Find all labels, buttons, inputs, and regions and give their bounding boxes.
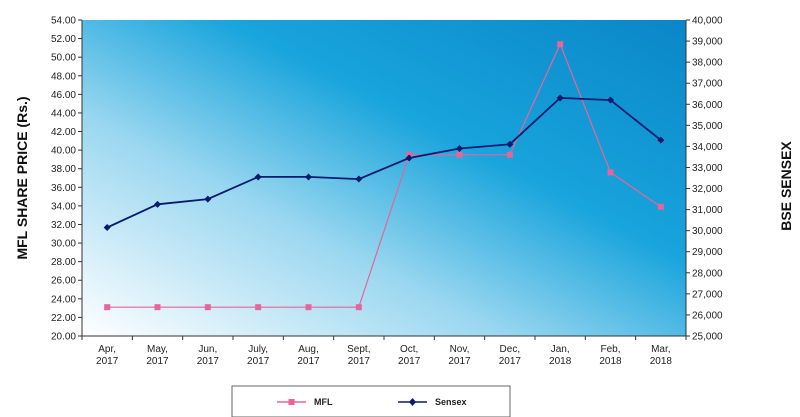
x-axis-ticks: Apr,2017May,2017Jun,2017July,2017Aug,201…: [81, 336, 687, 367]
x-tick-label: 2017: [499, 356, 522, 367]
x-tick-label: Aug,: [298, 344, 319, 355]
left-tick-label: 26.00: [51, 276, 76, 287]
left-tick-label: 32.00: [51, 220, 76, 231]
x-tick-label: Apr,: [98, 344, 116, 355]
point-mfl: [104, 304, 111, 311]
x-tick-label: 2017: [197, 356, 220, 367]
left-tick-label: 28.00: [51, 257, 76, 268]
x-tick-label: 2018: [549, 356, 572, 367]
series-points: [103, 41, 665, 311]
point-sensex: [456, 145, 463, 153]
left-tick-label: 48.00: [51, 71, 76, 82]
left-tick-label: 30.00: [51, 239, 76, 250]
legend-marker-mfl: [288, 399, 295, 405]
right-tick-label: 36,000: [692, 100, 723, 111]
right-tick-label: 34,000: [692, 142, 723, 153]
left-tick-label: 50.00: [51, 53, 76, 64]
x-tick-label: 2017: [146, 356, 169, 367]
x-tick-label: 2017: [348, 356, 371, 367]
point-sensex: [556, 94, 564, 102]
legend-box: [231, 385, 511, 417]
point-sensex: [355, 175, 363, 183]
x-tick-label: 2017: [448, 356, 471, 367]
left-axis-title: MFL SHARE PRICE (Rs.): [14, 96, 30, 259]
point-mfl: [305, 304, 312, 311]
x-tick-label: 2018: [650, 356, 673, 367]
right-tick-label: 25,000: [692, 332, 723, 343]
series-line-mfl: [107, 42, 662, 308]
legend-label-sensex: Sensex: [435, 397, 467, 407]
point-mfl: [154, 304, 161, 311]
left-tick-label: 34.00: [51, 201, 76, 212]
point-mfl: [557, 41, 564, 48]
left-tick-label: 40.00: [51, 146, 76, 157]
point-sensex: [506, 140, 514, 148]
left-axis-ticks: 20.00 22.00 24.00 26.00 28.00 30.00 32.00 34.00…: [51, 16, 82, 343]
x-tick-label: 2017: [247, 356, 270, 367]
point-mfl: [506, 151, 513, 158]
left-tick-label: 54.00: [51, 16, 76, 27]
left-tick-label: 46.00: [51, 90, 76, 101]
x-tick-label: Mar,: [651, 344, 670, 355]
x-tick-label: 2017: [96, 356, 119, 367]
x-tick-label: Jan,: [551, 344, 570, 355]
x-tick-label: 2018: [599, 356, 622, 367]
left-tick-label: 20.00: [51, 332, 76, 343]
right-tick-label: 32,000: [692, 184, 723, 195]
x-tick-label: Feb,: [600, 344, 620, 355]
left-tick-label: 24.00: [51, 294, 76, 305]
right-tick-label: 30,000: [692, 226, 723, 237]
point-sensex: [254, 173, 262, 181]
point-mfl: [204, 304, 211, 311]
point-sensex: [305, 173, 312, 181]
legend: MFL Sensex: [231, 385, 511, 417]
left-tick-label: 44.00: [51, 108, 76, 119]
left-tick-label: 42.00: [51, 127, 76, 138]
x-tick-label: May,: [147, 344, 168, 355]
x-tick-label: Dec,: [500, 344, 521, 355]
right-axis-ticks: 25,000 26,000 27,000 28,000 29,000 30,000 31,0…: [686, 16, 723, 343]
right-tick-label: 27,000: [692, 289, 723, 300]
legend-label-mfl: MFL: [314, 397, 333, 407]
left-tick-label: 52.00: [51, 34, 76, 45]
right-tick-label: 29,000: [692, 247, 723, 258]
point-mfl: [657, 203, 664, 210]
right-tick-label: 37,000: [692, 79, 723, 90]
right-axis-title: BSE SENSEX: [778, 141, 794, 231]
x-tick-label: 2017: [398, 356, 421, 367]
right-tick-label: 35,000: [692, 121, 723, 132]
point-sensex: [657, 136, 665, 144]
series-line-sensex: [106, 96, 662, 229]
point-sensex: [204, 195, 212, 203]
right-tick-label: 26,000: [692, 310, 723, 321]
x-tick-label: 2017: [297, 356, 320, 367]
x-tick-label: July,: [248, 344, 268, 355]
point-sensex: [405, 154, 413, 162]
x-tick-label: Oct,: [400, 344, 418, 355]
right-tick-label: 38,000: [692, 58, 723, 69]
point-sensex: [154, 200, 161, 208]
x-tick-label: Jun,: [198, 344, 217, 355]
point-mfl: [255, 304, 262, 311]
right-tick-label: 39,000: [692, 37, 723, 48]
series-lines: [106, 42, 662, 308]
right-tick-label: 31,000: [692, 205, 723, 216]
left-tick-label: 38.00: [51, 164, 76, 175]
point-sensex: [607, 96, 614, 104]
point-mfl: [456, 151, 463, 158]
point-mfl: [607, 169, 614, 176]
plot-area: [82, 20, 686, 336]
left-tick-label: 22.00: [51, 313, 76, 324]
right-tick-label: 33,000: [692, 163, 723, 174]
x-tick-label: Nov,: [450, 344, 470, 355]
point-sensex: [103, 224, 111, 232]
left-tick-label: 36.00: [51, 183, 76, 194]
right-tick-label: 28,000: [692, 268, 723, 279]
x-tick-label: Sept,: [347, 344, 370, 355]
legend-marker-sensex: [409, 398, 416, 406]
right-tick-label: 40,000: [692, 16, 723, 27]
point-mfl: [355, 304, 362, 311]
